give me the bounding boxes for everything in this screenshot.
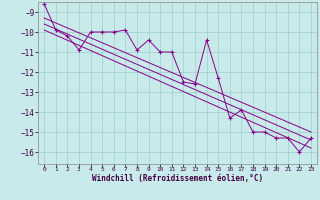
X-axis label: Windchill (Refroidissement éolien,°C): Windchill (Refroidissement éolien,°C) [92,174,263,183]
